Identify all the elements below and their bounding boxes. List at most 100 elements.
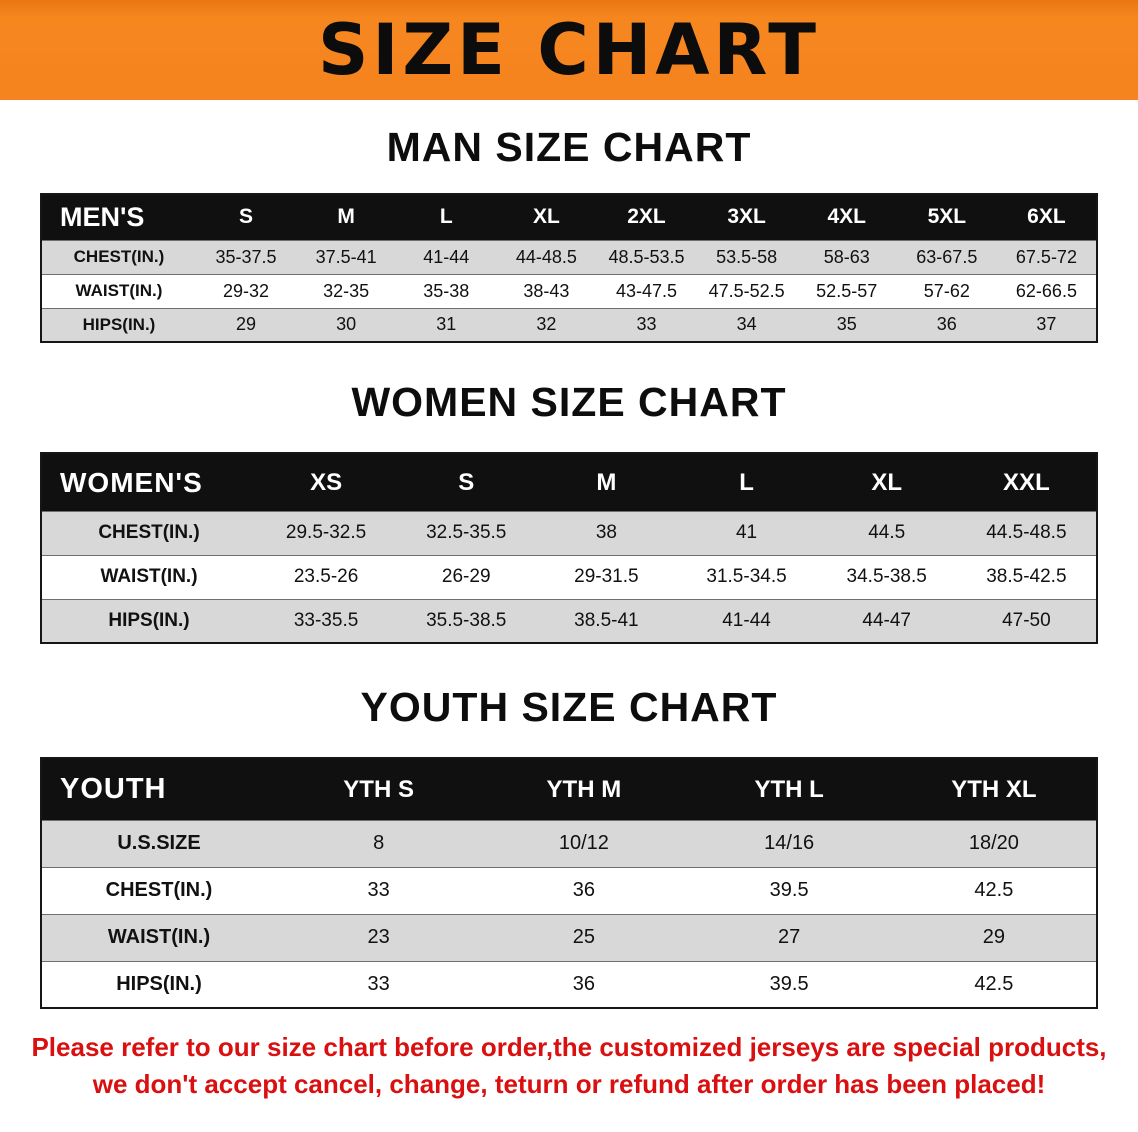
size-cell: 29 xyxy=(982,926,1005,949)
table-row: WAIST(IN.) 23 25 27 29 xyxy=(41,914,1097,962)
row-label: U.S.SIZE xyxy=(117,832,201,855)
size-cell: 31 xyxy=(436,314,457,335)
table-row: U.S.SIZE 8 10/12 14/16 18/20 xyxy=(41,820,1097,868)
size-cell: 37.5-41 xyxy=(315,246,377,267)
size-cell: 29.5-32.5 xyxy=(285,522,367,544)
size-cell: 32-35 xyxy=(323,280,370,301)
page-title: SIZE CHART xyxy=(317,9,821,91)
table-row: HIPS(IN.) 33 36 39.5 42.5 xyxy=(41,961,1097,1008)
row-label: WAIST(IN.) xyxy=(75,281,163,301)
header-row: WOMEN'S XS S M L XL XXL xyxy=(41,453,1097,512)
section-women-size-chart: WOMEN SIZE CHART WOMEN'S XS S M L XL XXL CHEST(I… xyxy=(0,379,1138,645)
size-cell: 34 xyxy=(736,314,757,335)
banner: SIZE CHART xyxy=(0,0,1138,100)
size-cell: 36 xyxy=(572,973,595,996)
youth-section-heading: YOUTH SIZE CHART xyxy=(360,684,778,731)
size-cell: 42.5 xyxy=(974,879,1014,902)
size-cell: 35.5-38.5 xyxy=(426,610,507,632)
size-cell: 25 xyxy=(572,926,595,949)
column-header: L xyxy=(439,205,453,229)
column-header: YTH L xyxy=(754,775,824,803)
size-cell: 47.5-52.5 xyxy=(708,280,785,301)
size-cell: 33 xyxy=(367,973,390,996)
size-cell: 29-32 xyxy=(223,280,270,301)
size-cell: 52.5-57 xyxy=(816,280,878,301)
column-header: 4XL xyxy=(827,205,866,229)
column-header: S xyxy=(458,468,475,496)
size-cell: 35 xyxy=(836,314,857,335)
table-row: WAIST(IN.) 29-32 32-35 35-38 38-43 43-47.5 47.… xyxy=(41,274,1097,308)
youth-corner-label: YOUTH xyxy=(60,773,167,806)
column-header: YTH S xyxy=(343,775,414,803)
size-cell: 44.5 xyxy=(868,522,906,544)
sections: MAN SIZE CHART MEN'S S M L XL 2XL 3XL 4XL 5XL 6XL C… xyxy=(0,124,1138,1010)
column-header: 5XL xyxy=(927,205,967,229)
size-cell: 63-67.5 xyxy=(916,246,978,267)
size-cell: 29 xyxy=(236,314,257,335)
row-label: WAIST(IN.) xyxy=(100,566,198,588)
size-cell: 34.5-38.5 xyxy=(846,566,927,588)
size-cell: 41-44 xyxy=(722,610,771,632)
column-header: M xyxy=(337,205,355,229)
size-cell: 32 xyxy=(536,314,557,335)
women-corner-label: WOMEN'S xyxy=(60,466,203,498)
table-row: HIPS(IN.) 29 30 31 32 33 34 35 36 37 xyxy=(41,308,1097,343)
size-cell: 53.5-58 xyxy=(716,246,778,267)
man-section-heading: MAN SIZE CHART xyxy=(386,124,752,170)
size-cell: 33 xyxy=(636,314,657,335)
column-header: XXL xyxy=(1003,468,1050,496)
size-cell: 36 xyxy=(936,314,957,335)
table-row: CHEST(IN.) 35-37.5 37.5-41 41-44 44-48.5 48.5… xyxy=(41,240,1097,275)
table-row: CHEST(IN.) 33 36 39.5 42.5 xyxy=(41,867,1097,914)
size-cell: 33-35.5 xyxy=(293,610,359,632)
size-cell: 38.5-41 xyxy=(574,610,639,632)
column-header: M xyxy=(596,468,617,496)
man-size-table: MEN'S S M L XL 2XL 3XL 4XL 5XL 6XL CHEST(IN.) 35-37… xyxy=(40,193,1098,344)
header-row: MEN'S S M L XL 2XL 3XL 4XL 5XL 6XL xyxy=(41,194,1097,241)
column-header: YTH M xyxy=(546,775,622,803)
size-cell: 29-31.5 xyxy=(574,566,639,588)
size-cell: 14/16 xyxy=(764,832,815,855)
size-cell: 39.5 xyxy=(769,973,809,996)
footer-notice: Please refer to our size chart before or… xyxy=(0,1029,1138,1102)
size-cell: 38 xyxy=(595,522,617,544)
size-chart-page: SIZE CHART MAN SIZE CHART MEN'S S M L XL 2XL 3X… xyxy=(0,0,1138,1102)
size-cell: 33 xyxy=(367,879,390,902)
size-cell: 23.5-26 xyxy=(293,566,359,588)
size-cell: 42.5 xyxy=(974,973,1014,996)
table-row: HIPS(IN.) 33-35.5 35.5-38.5 38.5-41 41-44 44-… xyxy=(41,599,1097,644)
header-row: YOUTH YTH S YTH M YTH L YTH XL xyxy=(41,758,1097,821)
column-header: XS xyxy=(310,468,343,496)
notice-line-2: we don't accept cancel, change, teturn o… xyxy=(92,1068,1046,1099)
size-cell: 38-43 xyxy=(523,280,570,301)
size-cell: 31.5-34.5 xyxy=(706,566,787,588)
size-cell: 57-62 xyxy=(923,280,970,301)
row-label: WAIST(IN.) xyxy=(107,926,211,949)
size-cell: 27 xyxy=(778,926,801,949)
size-cell: 37 xyxy=(1036,314,1057,335)
women-section-heading: WOMEN SIZE CHART xyxy=(351,379,787,426)
size-cell: 23 xyxy=(367,926,390,949)
column-header: YTH XL xyxy=(951,775,1037,803)
size-cell: 39.5 xyxy=(769,879,809,902)
row-label: CHEST(IN.) xyxy=(98,522,200,544)
column-header: XL xyxy=(532,205,560,229)
man-corner-label: MEN'S xyxy=(60,201,145,232)
table-row: WAIST(IN.) 23.5-26 26-29 29-31.5 31.5-34.5 34… xyxy=(41,555,1097,599)
size-cell: 38.5-42.5 xyxy=(986,566,1067,588)
size-cell: 10/12 xyxy=(558,832,609,855)
column-header: L xyxy=(739,468,754,496)
women-size-table: WOMEN'S XS S M L XL XXL CHEST(IN.) 29.5-32.5 32.5… xyxy=(40,452,1098,645)
row-label: HIPS(IN.) xyxy=(108,610,190,632)
size-cell: 30 xyxy=(336,314,357,335)
size-cell: 32.5-35.5 xyxy=(426,522,507,544)
size-cell: 35-37.5 xyxy=(215,246,277,267)
column-header: 6XL xyxy=(1027,205,1066,229)
column-header: 3XL xyxy=(727,205,766,229)
row-label: HIPS(IN.) xyxy=(82,314,156,334)
size-cell: 26-29 xyxy=(441,566,491,588)
section-man-size-chart: MAN SIZE CHART MEN'S S M L XL 2XL 3XL 4XL 5XL 6XL C… xyxy=(0,124,1138,344)
size-cell: 62-66.5 xyxy=(1015,280,1077,301)
size-cell: 44.5-48.5 xyxy=(986,522,1067,544)
size-cell: 43-47.5 xyxy=(615,280,678,301)
